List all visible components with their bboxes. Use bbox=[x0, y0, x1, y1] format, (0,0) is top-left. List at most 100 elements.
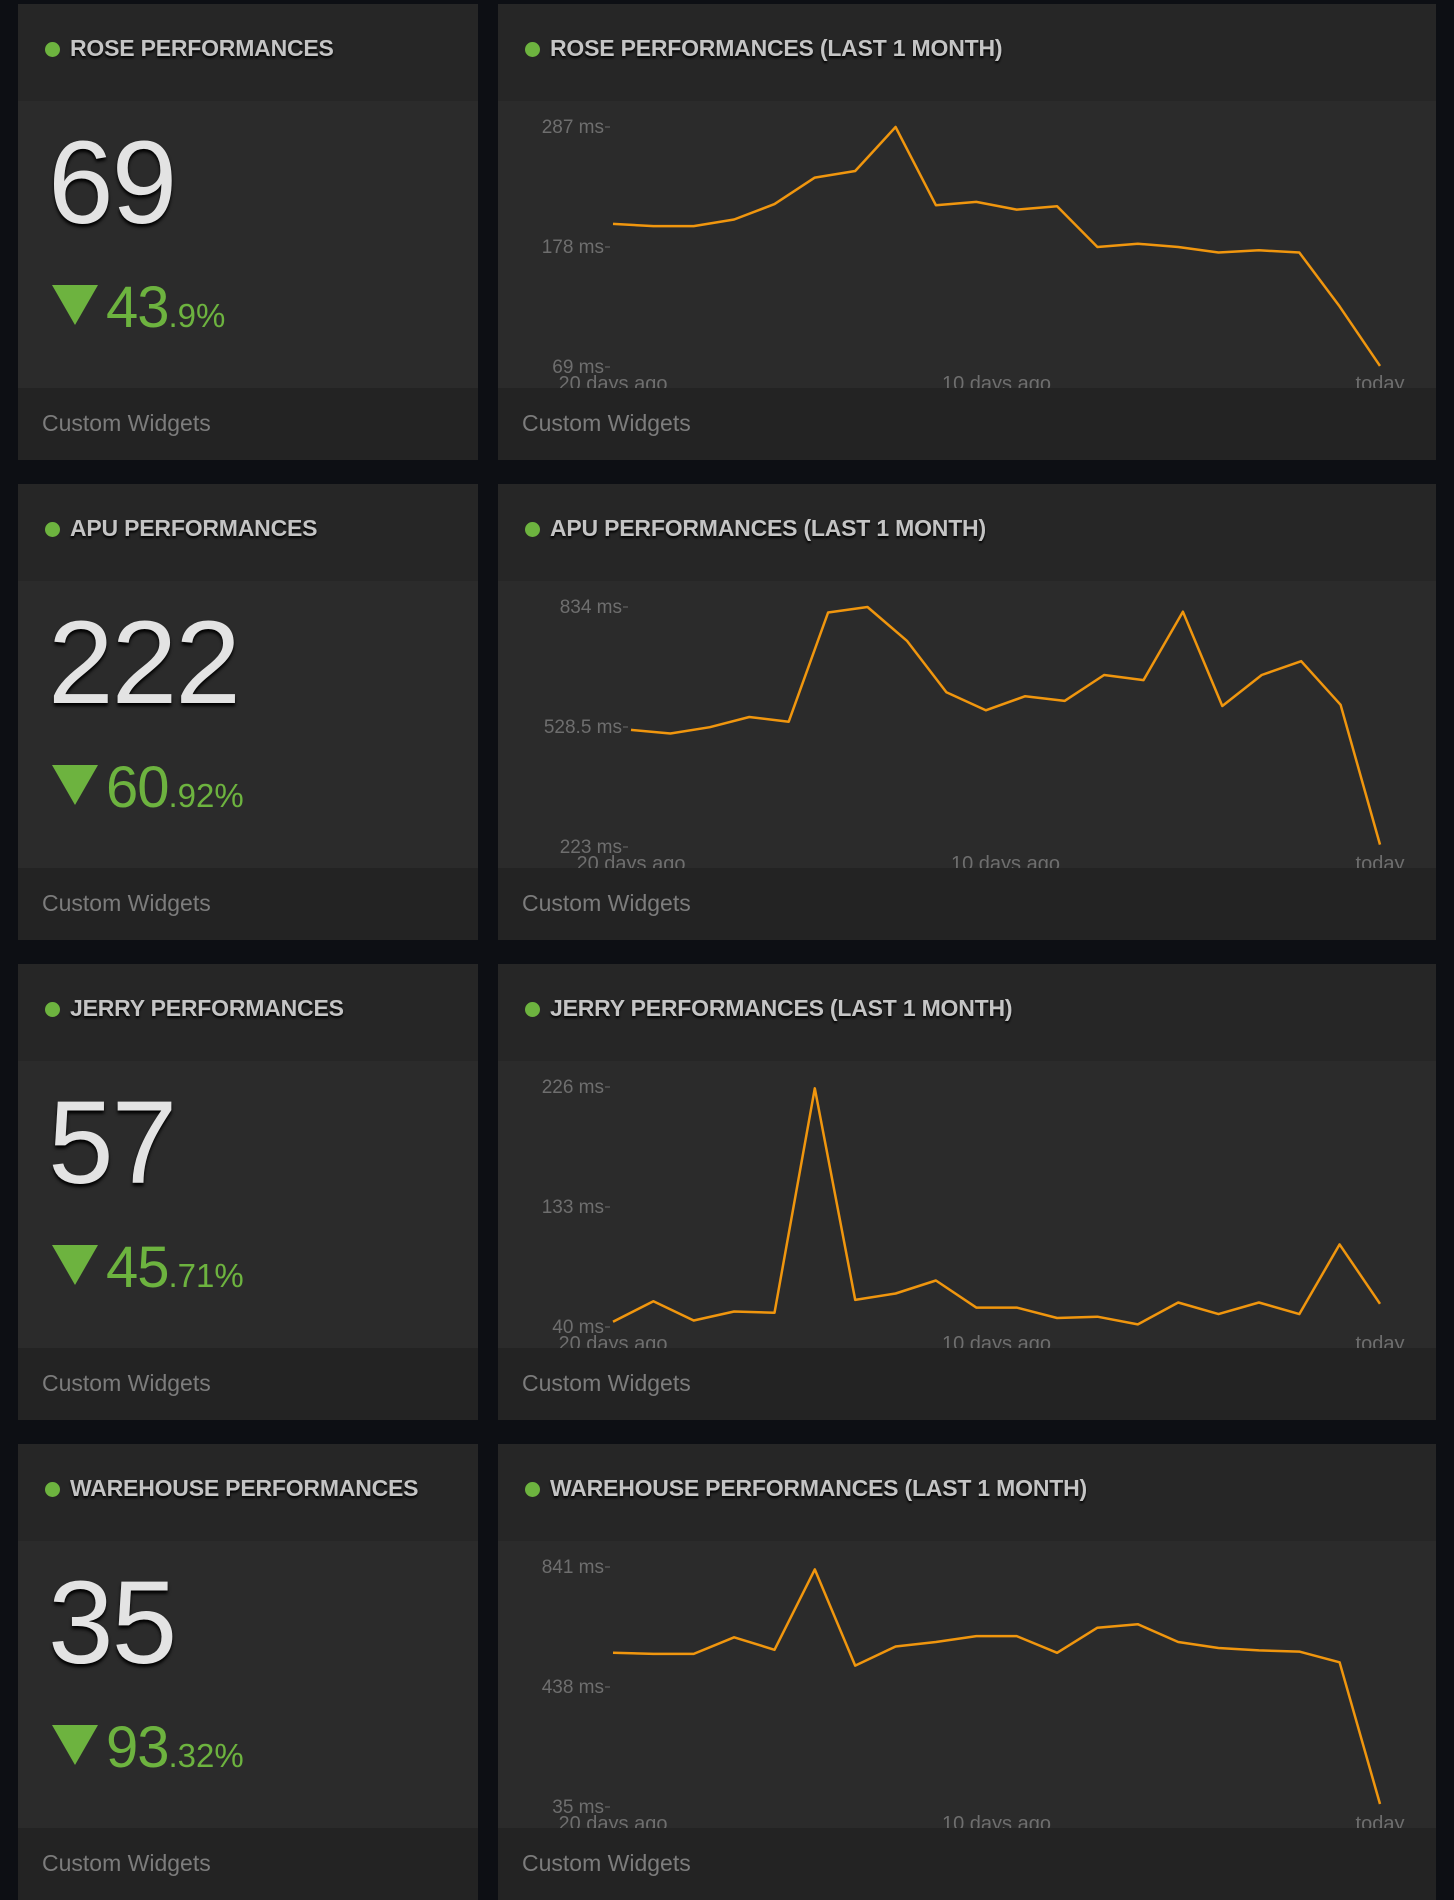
widget-footer: Custom Widgets bbox=[18, 1348, 478, 1420]
status-dot-icon bbox=[525, 42, 540, 57]
widget-footer: Custom Widgets bbox=[498, 868, 1436, 940]
widget-header: WAREHOUSE PERFORMANCES (LAST 1 MONTH) bbox=[498, 1444, 1436, 1541]
widget-row: ROSE PERFORMANCES 69 43.9% Custom Widget… bbox=[0, 0, 1454, 460]
chart-widget: WAREHOUSE PERFORMANCES (LAST 1 MONTH) 84… bbox=[498, 1444, 1436, 1900]
kpi-change: 93.32% bbox=[106, 1719, 244, 1777]
y-tick-label: 226 ms bbox=[542, 1077, 604, 1098]
chart-widget: ROSE PERFORMANCES (LAST 1 MONTH) 287 ms 1… bbox=[498, 4, 1436, 460]
series-line bbox=[631, 607, 1380, 845]
series-line bbox=[613, 127, 1380, 366]
chart-widget: APU PERFORMANCES (LAST 1 MONTH) 834 ms 52… bbox=[498, 484, 1436, 940]
footer-label[interactable]: Custom Widgets bbox=[42, 1370, 211, 1397]
chart-title: ROSE PERFORMANCES (LAST 1 MONTH) bbox=[550, 35, 1002, 62]
widget-header: JERRY PERFORMANCES (LAST 1 MONTH) bbox=[498, 964, 1436, 1061]
y-tick-label: 133 ms bbox=[542, 1197, 604, 1218]
widget-row: JERRY PERFORMANCES 57 45.71% Custom Widg… bbox=[0, 960, 1454, 1420]
chart-title: APU PERFORMANCES (LAST 1 MONTH) bbox=[550, 515, 986, 542]
x-tick-label: 10 days ago bbox=[951, 853, 1060, 868]
status-dot-icon bbox=[45, 42, 60, 57]
footer-label[interactable]: Custom Widgets bbox=[522, 410, 691, 437]
change-integer: 43 bbox=[106, 275, 169, 340]
widget-footer: Custom Widgets bbox=[18, 1828, 478, 1900]
footer-label[interactable]: Custom Widgets bbox=[522, 1370, 691, 1397]
widget-row: WAREHOUSE PERFORMANCES 35 93.32% Custom … bbox=[0, 1440, 1454, 1900]
x-tick-label: 10 days ago bbox=[942, 1813, 1051, 1828]
change-integer: 45 bbox=[106, 1235, 169, 1300]
widget-footer: Custom Widgets bbox=[18, 868, 478, 940]
chart-title: WAREHOUSE PERFORMANCES (LAST 1 MONTH) bbox=[550, 1475, 1087, 1502]
x-tick-label: today bbox=[1356, 853, 1405, 868]
widget-header: WAREHOUSE PERFORMANCES bbox=[18, 1444, 478, 1541]
status-dot-icon bbox=[525, 522, 540, 537]
x-tick-label: today bbox=[1356, 1333, 1405, 1348]
x-tick-label: 10 days ago bbox=[942, 1333, 1051, 1348]
footer-label[interactable]: Custom Widgets bbox=[42, 1850, 211, 1877]
change-integer: 60 bbox=[106, 755, 169, 820]
kpi-change: 60.92% bbox=[106, 759, 244, 817]
footer-label[interactable]: Custom Widgets bbox=[522, 1850, 691, 1877]
kpi-widget: WAREHOUSE PERFORMANCES 35 93.32% Custom … bbox=[18, 1444, 478, 1900]
down-triangle-icon bbox=[52, 765, 98, 805]
kpi-widget: APU PERFORMANCES 222 60.92% Custom Widge… bbox=[18, 484, 478, 940]
kpi-value: 69 bbox=[48, 124, 175, 242]
widget-footer: Custom Widgets bbox=[498, 388, 1436, 460]
kpi-change: 45.71% bbox=[106, 1239, 244, 1297]
footer-label[interactable]: Custom Widgets bbox=[42, 410, 211, 437]
widget-title: JERRY PERFORMANCES bbox=[70, 995, 344, 1022]
widget-footer: Custom Widgets bbox=[498, 1348, 1436, 1420]
series-line bbox=[613, 1569, 1380, 1804]
series-line bbox=[613, 1088, 1380, 1324]
change-integer: 93 bbox=[106, 1715, 169, 1780]
widget-header: JERRY PERFORMANCES bbox=[18, 964, 478, 1061]
kpi-value: 222 bbox=[48, 604, 239, 722]
footer-label[interactable]: Custom Widgets bbox=[522, 890, 691, 917]
widget-header: APU PERFORMANCES bbox=[18, 484, 478, 581]
x-tick-label: 10 days ago bbox=[942, 373, 1051, 388]
widget-header: APU PERFORMANCES (LAST 1 MONTH) bbox=[498, 484, 1436, 581]
status-dot-icon bbox=[45, 522, 60, 537]
chart-title: JERRY PERFORMANCES (LAST 1 MONTH) bbox=[550, 995, 1012, 1022]
x-tick-label: 20 days ago bbox=[559, 1813, 668, 1828]
y-tick-label: 287 ms bbox=[542, 117, 604, 138]
widget-title: ROSE PERFORMANCES bbox=[70, 35, 334, 62]
change-fraction: .92% bbox=[169, 777, 244, 814]
widget-header: ROSE PERFORMANCES bbox=[18, 4, 478, 101]
chart-widget: JERRY PERFORMANCES (LAST 1 MONTH) 226 ms… bbox=[498, 964, 1436, 1420]
y-tick-label: 178 ms bbox=[542, 237, 604, 258]
y-tick-label: 438 ms bbox=[542, 1677, 604, 1698]
kpi-widget: JERRY PERFORMANCES 57 45.71% Custom Widg… bbox=[18, 964, 478, 1420]
x-tick-label: 20 days ago bbox=[559, 373, 668, 388]
change-fraction: .32% bbox=[169, 1737, 244, 1774]
widget-footer: Custom Widgets bbox=[18, 388, 478, 460]
widget-title: WAREHOUSE PERFORMANCES bbox=[70, 1475, 418, 1502]
status-dot-icon bbox=[525, 1482, 540, 1497]
down-triangle-icon bbox=[52, 285, 98, 325]
status-dot-icon bbox=[45, 1002, 60, 1017]
widget-title: APU PERFORMANCES bbox=[70, 515, 317, 542]
x-tick-label: today bbox=[1356, 373, 1405, 388]
kpi-value: 57 bbox=[48, 1084, 175, 1202]
widget-header: ROSE PERFORMANCES (LAST 1 MONTH) bbox=[498, 4, 1436, 101]
down-triangle-icon bbox=[52, 1725, 98, 1765]
x-tick-label: 20 days ago bbox=[559, 1333, 668, 1348]
widget-footer: Custom Widgets bbox=[498, 1828, 1436, 1900]
kpi-value: 35 bbox=[48, 1564, 175, 1682]
y-tick-label: 834 ms bbox=[560, 597, 622, 618]
kpi-widget: ROSE PERFORMANCES 69 43.9% Custom Widget… bbox=[18, 4, 478, 460]
footer-label[interactable]: Custom Widgets bbox=[42, 890, 211, 917]
x-tick-label: 20 days ago bbox=[577, 853, 686, 868]
change-fraction: .71% bbox=[169, 1257, 244, 1294]
x-tick-label: today bbox=[1356, 1813, 1405, 1828]
y-tick-label: 528.5 ms bbox=[544, 717, 622, 738]
y-tick-label: 841 ms bbox=[542, 1557, 604, 1578]
kpi-change: 43.9% bbox=[106, 279, 225, 337]
status-dot-icon bbox=[525, 1002, 540, 1017]
change-fraction: .9% bbox=[169, 297, 226, 334]
status-dot-icon bbox=[45, 1482, 60, 1497]
down-triangle-icon bbox=[52, 1245, 98, 1285]
widget-row: APU PERFORMANCES 222 60.92% Custom Widge… bbox=[0, 480, 1454, 940]
